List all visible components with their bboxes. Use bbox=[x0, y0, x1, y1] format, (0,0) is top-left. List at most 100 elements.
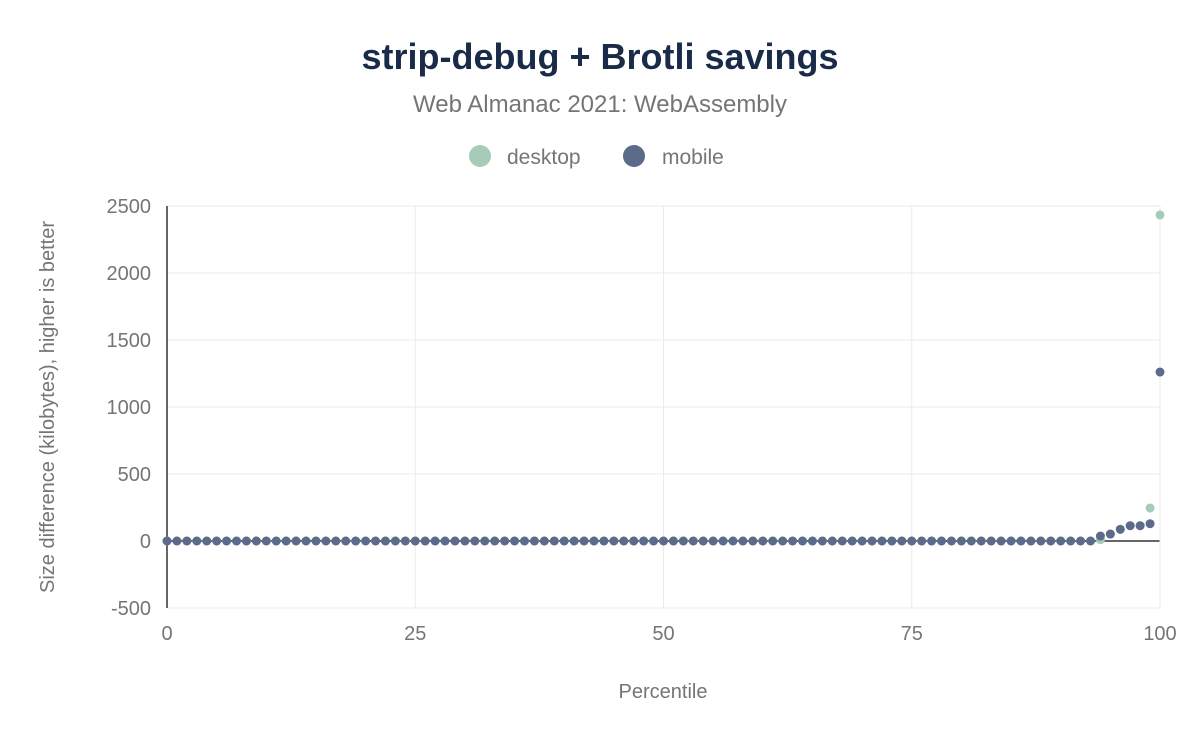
mobile-point bbox=[738, 536, 748, 546]
mobile-point bbox=[728, 536, 738, 546]
mobile-point bbox=[768, 536, 778, 546]
mobile-point bbox=[400, 536, 410, 546]
mobile-point bbox=[897, 536, 907, 546]
mobile-point bbox=[907, 536, 917, 546]
mobile-point bbox=[986, 536, 996, 546]
mobile-point bbox=[807, 536, 817, 546]
mobile-point bbox=[917, 536, 927, 546]
legend-marker-desktop bbox=[469, 145, 491, 167]
y-tick-label: 2000 bbox=[107, 263, 152, 285]
mobile-point bbox=[232, 536, 242, 546]
x-tick-label: 100 bbox=[1143, 623, 1176, 645]
mobile-point bbox=[619, 536, 629, 546]
mobile-point bbox=[946, 536, 956, 546]
mobile-point bbox=[331, 536, 341, 546]
mobile-point bbox=[529, 536, 539, 546]
mobile-point bbox=[251, 536, 261, 546]
mobile-point bbox=[678, 536, 688, 546]
mobile-point bbox=[470, 536, 480, 546]
mobile-point bbox=[1016, 536, 1026, 546]
desktop-point bbox=[1145, 503, 1155, 513]
mobile-point bbox=[162, 536, 172, 546]
y-tick-label: -500 bbox=[111, 598, 151, 620]
mobile-point bbox=[212, 536, 222, 546]
mobile-point bbox=[172, 536, 182, 546]
mobile-point bbox=[539, 536, 549, 546]
y-tick-label: 500 bbox=[118, 464, 151, 486]
mobile-point bbox=[639, 536, 649, 546]
mobile-point bbox=[589, 536, 599, 546]
mobile-point bbox=[519, 536, 529, 546]
mobile-point bbox=[341, 536, 351, 546]
mobile-point bbox=[371, 536, 381, 546]
mobile-point bbox=[311, 536, 321, 546]
mobile-point bbox=[867, 536, 877, 546]
mobile-point bbox=[698, 536, 708, 546]
y-tick-label: 1000 bbox=[107, 397, 152, 419]
mobile-point bbox=[202, 536, 212, 546]
mobile-point bbox=[182, 536, 192, 546]
mobile-point bbox=[688, 536, 698, 546]
mobile-point bbox=[599, 536, 609, 546]
y-tick-label: 2500 bbox=[107, 196, 152, 218]
mobile-point bbox=[192, 536, 202, 546]
mobile-point bbox=[887, 536, 897, 546]
mobile-point bbox=[291, 536, 301, 546]
mobile-point bbox=[976, 536, 986, 546]
mobile-point bbox=[1125, 521, 1135, 531]
x-tick-label: 50 bbox=[652, 623, 674, 645]
mobile-point bbox=[1095, 531, 1105, 541]
mobile-point bbox=[927, 536, 937, 546]
mobile-point bbox=[569, 536, 579, 546]
mobile-point bbox=[1006, 536, 1016, 546]
mobile-point bbox=[241, 536, 251, 546]
legend-marker-mobile bbox=[623, 145, 645, 167]
mobile-point bbox=[956, 536, 966, 546]
mobile-point bbox=[877, 536, 887, 546]
mobile-point bbox=[996, 536, 1006, 546]
mobile-point bbox=[510, 536, 520, 546]
legend-label-mobile: mobile bbox=[662, 146, 724, 169]
mobile-point bbox=[659, 536, 668, 546]
x-tick-label: 25 bbox=[404, 623, 426, 645]
x-tick-label: 75 bbox=[901, 623, 923, 645]
mobile-point bbox=[460, 536, 470, 546]
mobile-point bbox=[1115, 524, 1125, 534]
mobile-point bbox=[1085, 536, 1095, 546]
mobile-point bbox=[420, 536, 430, 546]
desktop-point bbox=[1155, 210, 1165, 220]
mobile-point bbox=[609, 536, 619, 546]
mobile-point bbox=[758, 536, 768, 546]
mobile-point bbox=[798, 536, 808, 546]
mobile-point bbox=[430, 536, 440, 546]
mobile-point bbox=[1056, 536, 1066, 546]
y-axis-label: Size difference (kilobytes), higher is b… bbox=[37, 221, 59, 593]
mobile-point bbox=[817, 536, 827, 546]
mobile-point bbox=[450, 536, 460, 546]
y-tick-label: 1500 bbox=[107, 330, 152, 352]
mobile-point bbox=[261, 536, 271, 546]
x-axis-label: Percentile bbox=[619, 681, 708, 703]
mobile-point bbox=[649, 536, 659, 546]
mobile-point bbox=[351, 536, 361, 546]
x-tick-label: 0 bbox=[161, 623, 172, 645]
mobile-point bbox=[1135, 521, 1145, 531]
mobile-point bbox=[321, 536, 331, 546]
mobile-point bbox=[1026, 536, 1036, 546]
mobile-point bbox=[380, 536, 390, 546]
mobile-point bbox=[390, 536, 400, 546]
mobile-point bbox=[410, 536, 420, 546]
mobile-point bbox=[271, 536, 281, 546]
mobile-point bbox=[778, 536, 788, 546]
mobile-point bbox=[1046, 536, 1056, 546]
mobile-point bbox=[748, 536, 758, 546]
mobile-point bbox=[837, 536, 847, 546]
mobile-point bbox=[788, 536, 798, 546]
mobile-point bbox=[668, 536, 678, 546]
mobile-point bbox=[708, 536, 718, 546]
legend-label-desktop: desktop bbox=[507, 146, 581, 169]
mobile-point bbox=[1036, 536, 1046, 546]
mobile-point bbox=[966, 536, 976, 546]
chart-title: strip-debug + Brotli savings bbox=[361, 36, 839, 77]
mobile-point bbox=[549, 536, 559, 546]
